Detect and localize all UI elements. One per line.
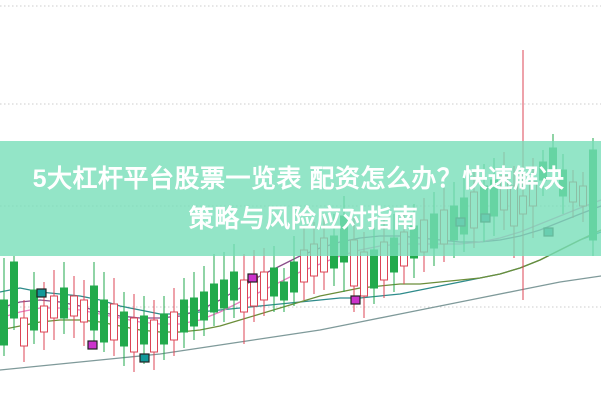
candle-body [180,299,188,333]
candle-body [260,271,268,301]
candle-body [210,283,218,313]
candle-body [120,311,128,347]
candle-body [400,231,408,267]
chart-candles [0,50,597,372]
candle-body [290,261,298,293]
candle-body [430,213,438,249]
candle-body [20,317,28,347]
candle-body [370,249,378,289]
candle-body [280,281,288,301]
candle-body [440,209,448,245]
signal-marker [543,227,554,237]
candle-body [160,313,168,345]
candle-body [140,315,148,345]
candle-body [569,181,577,203]
candle-body [130,317,138,353]
candle-body [410,225,418,259]
candle-body [470,191,478,229]
candle-body [500,175,508,211]
candle-body [220,279,228,309]
candle-body [320,237,328,273]
candle-body [559,169,567,197]
candle-body [350,239,358,287]
candle-body [70,295,78,317]
candle-body [240,279,248,313]
candle-body [60,287,68,319]
candle-body [579,185,587,207]
candle-body [380,241,388,281]
candle-body [90,285,98,331]
candle-body [190,297,198,327]
candle-body [10,261,18,319]
candle-body [110,303,118,341]
candle-body [200,291,208,321]
candle-body [40,305,48,333]
candle-body [490,179,498,217]
signal-marker [480,213,491,223]
candle-body [230,271,238,301]
ma-line [0,275,601,371]
candle-body [80,299,88,323]
candle-body [549,147,557,171]
candle-body [529,181,537,207]
candle-body [340,215,348,263]
candle-body [360,251,368,297]
candle-body [150,319,158,353]
candle-body [30,289,38,331]
candle-body [510,185,518,227]
candle-body [539,161,547,181]
candle-body [390,237,398,273]
signal-marker [455,217,466,227]
candle-body [170,311,178,341]
candle-body [300,249,308,283]
signal-marker [247,273,258,283]
signal-marker [139,353,150,363]
candle-body [330,235,338,269]
candle-body [519,195,527,215]
candle-body [310,243,318,277]
signal-marker [87,340,98,350]
candle-body [420,219,428,253]
candle-body [589,149,597,241]
candle-body [100,299,108,343]
signal-marker [350,295,361,305]
signal-marker [36,288,47,298]
candle-body [0,299,8,346]
candle-body [270,267,278,297]
candle-body [50,295,58,319]
candle-body [460,197,468,235]
